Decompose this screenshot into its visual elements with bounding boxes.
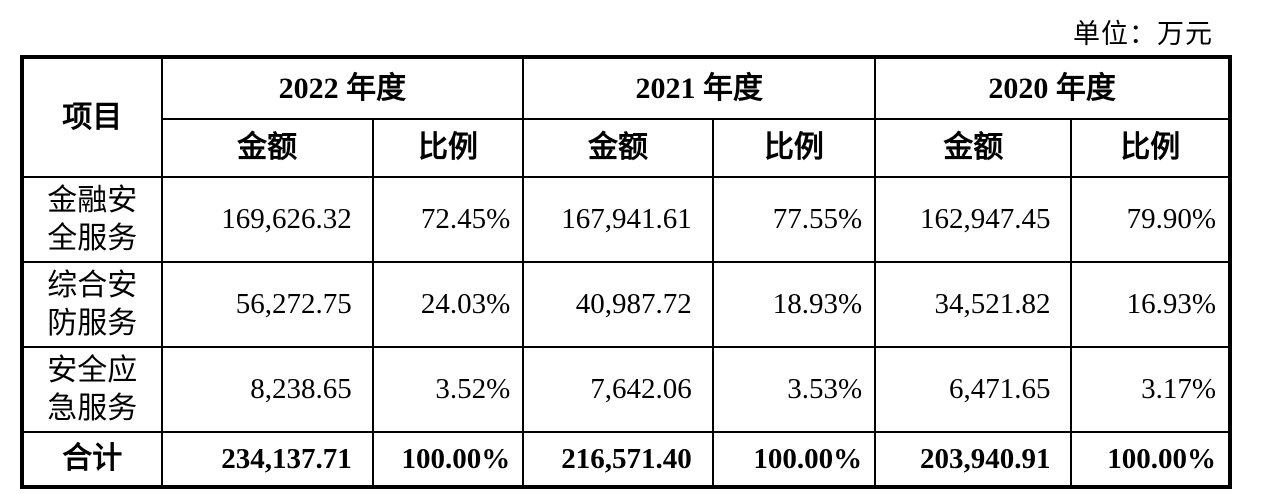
- amount-cell: 34,521.82: [874, 261, 1073, 348]
- amount-cell: 40,987.72: [522, 261, 714, 348]
- header-row-years: 项目 2022 年度 2021 年度 2020 年度: [21, 56, 1231, 178]
- ratio-cell: 100.00%: [711, 431, 877, 488]
- row-label: 安全应急服务: [21, 346, 163, 433]
- amount-cell: 216,571.40: [522, 431, 714, 488]
- ratio-cell: 3.53%: [711, 346, 877, 433]
- header-year-2020: 2020 年度: [874, 56, 1231, 120]
- header-item-column: 项目: [21, 56, 163, 178]
- ratio-cell: 100.00%: [371, 431, 525, 488]
- amount-cell: 162,947.45: [874, 176, 1073, 263]
- header-row-subcolumns: 金额 比例 金额 比例 金额 比例: [22, 118, 1231, 178]
- ratio-cell: 72.45%: [371, 176, 525, 263]
- ratio-cell: 77.55%: [711, 176, 877, 263]
- ratio-cell: 3.52%: [371, 346, 525, 433]
- amount-cell: 6,471.65: [874, 346, 1073, 433]
- revenue-breakdown-table: 项目 2022 年度 2021 年度 2020 年度 金额 比例 金额 比例 金…: [20, 55, 1232, 489]
- amount-cell: 169,626.32: [160, 176, 374, 263]
- row-label: 综合安防服务: [21, 261, 163, 348]
- amount-cell: 8,238.65: [160, 346, 374, 433]
- amount-cell: 56,272.75: [160, 261, 374, 348]
- amount-cell: 167,941.61: [522, 176, 714, 263]
- ratio-cell: 79.90%: [1070, 176, 1231, 263]
- amount-cell: 234,137.71: [160, 431, 374, 488]
- ratio-cell: 100.00%: [1070, 431, 1231, 488]
- table-row-comprehensive-security: 综合安防服务 56,272.75 24.03% 40,987.72 18.93%…: [21, 261, 1231, 348]
- row-label: 金融安全服务: [21, 176, 163, 263]
- header-ratio-2020: 比例: [1070, 118, 1231, 178]
- table-row-security-emergency: 安全应急服务 8,238.65 3.52% 7,642.06 3.53% 6,4…: [21, 346, 1231, 433]
- header-amount-2021: 金额: [522, 118, 714, 178]
- table-row-total: 合计 234,137.71 100.00% 216,571.40 100.00%…: [21, 431, 1231, 488]
- header-year-2022: 2022 年度: [160, 56, 525, 120]
- amount-cell: 203,940.91: [874, 431, 1073, 488]
- amount-cell: 7,642.06: [522, 346, 714, 433]
- ratio-cell: 24.03%: [371, 261, 525, 348]
- ratio-cell: 18.93%: [711, 261, 877, 348]
- unit-label: 单位：万元: [1073, 19, 1213, 49]
- header-year-2021: 2021 年度: [522, 56, 877, 120]
- ratio-cell: 3.17%: [1070, 346, 1231, 433]
- header-amount-2022: 金额: [160, 118, 374, 178]
- ratio-cell: 16.93%: [1070, 261, 1231, 348]
- header-ratio-2022: 比例: [371, 118, 525, 178]
- total-label: 合计: [21, 431, 163, 488]
- table-row-financial-security: 金融安全服务 169,626.32 72.45% 167,941.61 77.5…: [21, 176, 1231, 263]
- header-ratio-2021: 比例: [711, 118, 877, 178]
- header-amount-2020: 金额: [874, 118, 1073, 178]
